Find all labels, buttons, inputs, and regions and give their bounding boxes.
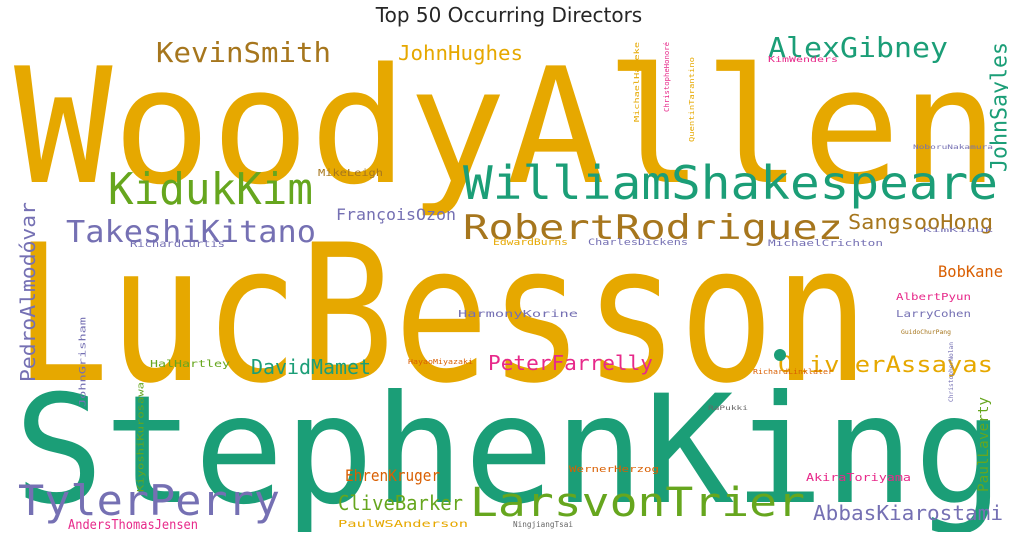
cloud-word: SangsooHong [848, 210, 993, 234]
cloud-word: CharlesDickens [588, 238, 688, 248]
cloud-word: AbbasKiarostami [813, 501, 1003, 525]
cloud-word: KidukKim [108, 164, 313, 215]
cloud-word: WernerHerzog [569, 465, 659, 475]
cloud-word: PedroAlmodóvar [16, 202, 40, 382]
cloud-word: MikeLeigh [318, 168, 383, 179]
word-cloud: WoodyAllen LucBesson StephenKing WilliamSha… [8, 32, 1008, 532]
cloud-word: BobKane [938, 262, 1003, 281]
cloud-word: WoodyAllen [14, 33, 999, 220]
cloud-word: RobertRodriguez [463, 208, 843, 248]
cloud-word: NingjiangTsai [513, 520, 573, 529]
cloud-word: QuentinTarantino [688, 57, 696, 142]
cloud-word: OlivierAssayas [778, 353, 993, 378]
cloud-word: AkiraToriyama [806, 471, 911, 484]
cloud-word: LarsvonTrier [470, 480, 805, 526]
cloud-word: PeterFarrelly [488, 351, 653, 375]
cloud-word: StephenKing [14, 364, 1004, 532]
cloud-word: PaulWSAnderson [338, 519, 468, 530]
cloud-word: TylerPerry [18, 476, 280, 525]
cloud-word: AndersThomasJensen [68, 518, 198, 532]
cloud-word: HayaoMiyazaki [408, 358, 473, 366]
cloud-word: MichaelHaneke [633, 42, 641, 122]
cloud-dot [774, 349, 786, 361]
cloud-word: NoboruNakamura [913, 144, 994, 151]
cloud-word: LucBesson [14, 204, 869, 425]
cloud-word: AlbertPyun [896, 292, 971, 303]
cloud-word: TakeshiKitano [66, 215, 316, 250]
cloud-word: KimWenders [768, 55, 838, 64]
cloud-word: JohnSayles [988, 42, 1008, 172]
cloud-word: FrançoisOzon [336, 205, 456, 224]
cloud-word: HalHartley [150, 359, 230, 370]
cloud-word: CliveBarker [338, 491, 463, 515]
cloud-word: JohnGrisham [79, 317, 89, 407]
cloud-word: EhrenKruger [345, 466, 440, 485]
cloud-word: KiyoshiKurosawa [137, 382, 147, 492]
cloud-word: RaPukki [708, 405, 749, 412]
cloud-word: LarryCohen [896, 309, 971, 320]
cloud-word: DavidMamet [251, 355, 371, 379]
cloud-word: GuidoChurPang [901, 329, 951, 336]
cloud-word: WilliamShakespeare [463, 156, 998, 210]
cloud-word: ChristopherNolan [948, 342, 955, 402]
cloud-word: KimKiduk [923, 227, 994, 234]
cloud-word: MichaelCrichton [768, 239, 883, 249]
cloud-word: EdwardBurns [493, 238, 568, 248]
cloud-word: PaulLaverty [976, 397, 992, 492]
cloud-word: AlexGibney [768, 32, 948, 64]
cloud-word: RichardLinklater [753, 368, 833, 376]
cloud-word: JohnHughes [398, 41, 523, 65]
chart-title: Top 50 Occurring Directors [375, 3, 643, 27]
cloud-word: RichardCurtis [130, 239, 225, 250]
cloud-word: ChristopheHonoré [663, 42, 671, 112]
cloud-word: KevinSmith [156, 36, 331, 69]
cloud-word: HarmonyKorine [458, 309, 578, 320]
